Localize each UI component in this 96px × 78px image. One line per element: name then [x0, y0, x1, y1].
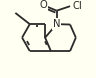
Text: Cl: Cl [73, 1, 83, 11]
Text: O: O [39, 0, 47, 10]
Text: N: N [53, 19, 60, 29]
